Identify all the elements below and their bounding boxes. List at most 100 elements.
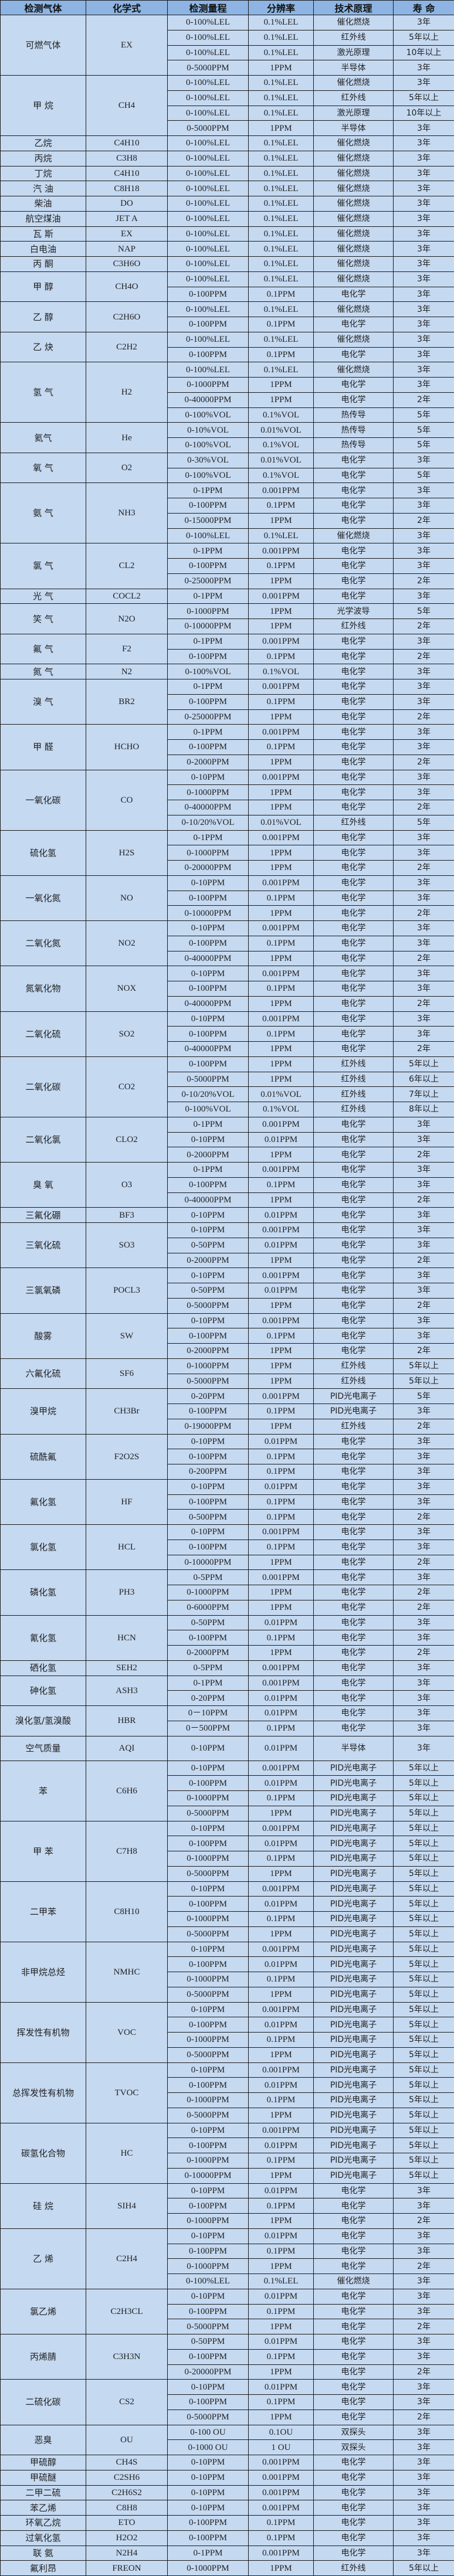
resolution-cell: 0.01%VOL — [248, 814, 314, 831]
principle-cell: 红外线 — [313, 1071, 394, 1088]
gas-name-cell: 环氧乙烷 — [0, 2515, 86, 2531]
lifetime-cell: 3年 — [393, 664, 454, 679]
lifetime-cell: 2年 — [393, 2364, 454, 2380]
table-row: 0-100%LEL 0.1%LEL 催化燃烧 3年 — [1, 2273, 454, 2289]
range-cell: 0-5000PPM — [167, 120, 249, 136]
formula-cell: C7H8 — [86, 1820, 168, 1882]
range-cell: 0-10PPM — [167, 920, 249, 936]
range-cell: 0-10PPM — [167, 1941, 249, 1958]
table-row: 0-2000PPM 1PPM 电化学 2年 — [1, 1252, 454, 1269]
resolution-cell: 0.1PPM — [248, 2515, 314, 2531]
formula-cell: OU — [86, 2424, 168, 2455]
principle-cell: 电化学 — [313, 317, 394, 332]
resolution-cell: 0.1%LEL — [248, 90, 314, 106]
table-row: 三氯氧磷 POCL3 0-10PPM 0.001PPM 电化学 3年 — [0, 1267, 454, 1314]
range-cell: 0-100PPM — [167, 2394, 249, 2410]
resolution-cell: 0.1PPM — [248, 2243, 314, 2259]
resolution-cell: 1PPM — [248, 2213, 314, 2229]
principle-cell: 电化学 — [313, 2183, 394, 2199]
lifetime-cell: 2年 — [393, 1343, 454, 1359]
formula-cell: BR2 — [86, 678, 168, 725]
table-row: 二甲二硫 C2H6S2 0-10PPM 0.001PPM 电化学 3年 — [0, 2485, 454, 2501]
gas-name-cell: 溴甲烷 — [0, 1388, 86, 1435]
resolution-cell: 0.1%LEL — [248, 2273, 314, 2289]
formula-cell: CH4S — [86, 2455, 168, 2470]
resolution-cell: 1PPM — [248, 1343, 314, 1359]
lifetime-cell: 3年 — [393, 543, 454, 559]
principle-cell: 电化学 — [313, 2228, 394, 2244]
table-row: 0-100%LEL 0.1%LEL 红外线 5年以上 — [1, 90, 454, 106]
resolution-cell: 0.1%LEL — [248, 301, 314, 317]
range-cell: 0-10PPM — [167, 2288, 249, 2305]
lifetime-cell: 3年 — [393, 2545, 454, 2561]
resolution-cell: 0.001PPM — [248, 679, 314, 695]
range-cell: 0-10PPM — [167, 1433, 249, 1450]
range-cell: 0-5000PPM — [167, 1986, 249, 2003]
table-row: 0-1000PPM 0.1PPM PID光电离子 5年以上 — [1, 1790, 454, 1806]
resolution-cell: 1PPM — [248, 754, 314, 770]
principle-cell: 电化学 — [313, 1328, 394, 1344]
table-row: 0-1000PPM 0.1PPM PID光电离子 5年以上 — [1, 2092, 454, 2108]
gas-name-cell: 乙 烯 — [0, 2228, 86, 2289]
principle-cell: 电化学 — [313, 1011, 394, 1027]
principle-cell: 红外线 — [313, 1358, 394, 1374]
table-row: 非甲烷总烃 NMHC 0-10PPM 0.001PPM PID光电离子 5年以上 — [0, 1941, 454, 2003]
table-row: 0-1000PPM 0.1PPM PID光电离子 5年以上 — [1, 1911, 454, 1927]
formula-cell: TVOC — [86, 2062, 168, 2123]
table-row: 甲 醛 HCHO 0-1PPM 0.001PPM 电化学 3年 — [0, 724, 454, 770]
table-row: 恶臭 OU 0-100 OU 0.1OU 双探头 3年 — [0, 2424, 454, 2455]
table-row: 0-10000PPM 1PPM PID光电离子 5年以上 — [1, 2167, 454, 2184]
table-row: 丙烷 C3H8 0-100%LEL 0.1%LEL 催化燃烧 3年 — [0, 150, 454, 166]
principle-cell: PID光电离子 — [313, 1986, 394, 2003]
table-row: 0-15000PPM 1PPM 电化学 2年 — [1, 512, 454, 529]
table-row: 0-1000PPM 0.1PPM PID光电离子 5年以上 — [1, 2032, 454, 2048]
table-row: 0-6000PPM 1PPM 电化学 2年 — [1, 1599, 454, 1616]
formula-cell: CO — [86, 769, 168, 831]
table-row: 光 气 COCL2 0-1PPM 0.001PPM 电化学 3年 — [0, 588, 454, 604]
resolution-cell: 1PPM — [248, 845, 314, 861]
table-row: 0-5000PPM 1PPM 电化学 2年 — [1, 2409, 454, 2425]
table-row: 瓦 斯 EX 0-100%LEL 0.1%LEL 催化燃烧 3年 — [0, 226, 454, 242]
resolution-cell: 0.01PPM — [248, 1283, 314, 1299]
resolution-cell: 0.01PPM — [248, 2183, 314, 2199]
resolution-cell: 0.1%VOL — [248, 467, 314, 484]
range-cell: 0-25000PPM — [167, 573, 249, 589]
range-cell: 0-1000PPM — [167, 377, 249, 393]
principle-cell: 电化学 — [313, 346, 394, 363]
resolution-cell: 1PPM — [248, 377, 314, 393]
gas-name-cell: 氦气 — [0, 422, 86, 453]
formula-cell: C3H6O — [86, 256, 168, 272]
lifetime-cell: 2年 — [393, 618, 454, 634]
lifetime-cell: 2年 — [393, 1585, 454, 1600]
table-row: 二甲苯 C8H10 0-10PPM 0.001PPM PID光电离子 5年以上 — [0, 1881, 454, 1942]
principle-cell: 电化学 — [313, 573, 394, 589]
table-row: 0-40000PPM 1PPM 电化学 2年 — [1, 1192, 454, 1208]
principle-cell: 双探头 — [313, 2424, 394, 2441]
table-row: 0-100PPM 0.01PPM PID光电离子 5年以上 — [1, 2077, 454, 2093]
gas-name-cell: 光 气 — [0, 588, 86, 604]
table-row: 氟利昂 FREON 0-1000PPM 1PPM 红外线 5年以上 — [0, 2560, 454, 2576]
range-cell: 0-1000PPM — [167, 845, 249, 861]
table-row: 联 氨 N2H4 0-1PPM 0.001PPM 电化学 3年 — [0, 2545, 454, 2561]
gas-name-cell: 砷化氢 — [0, 1675, 86, 1706]
resolution-cell: 1PPM — [248, 120, 314, 136]
lifetime-cell: 10年以上 — [393, 45, 454, 61]
lifetime-cell: 2年 — [393, 860, 454, 876]
resolution-cell: 0.1PPM — [248, 1539, 314, 1555]
resolution-cell: 0.01PPM — [248, 2379, 314, 2395]
resolution-cell: 0.001PPM — [248, 1162, 314, 1178]
lifetime-cell: 3年 — [393, 558, 454, 574]
principle-cell: 电化学 — [313, 1509, 394, 1525]
lifetime-cell: 3年 — [393, 769, 454, 786]
principle-cell: 催化燃烧 — [313, 210, 394, 227]
lifetime-cell: 3年 — [393, 271, 454, 287]
principle-cell: 电化学 — [313, 1569, 394, 1585]
lifetime-cell: 3年 — [393, 845, 454, 861]
resolution-cell: 0.1PPM — [248, 1449, 314, 1464]
table-row: 0-100PPM 0.1PPM 电化学 3年 — [1, 2394, 454, 2410]
range-cell: 0-1000PPM — [167, 2213, 249, 2229]
resolution-cell: 0.001PPM — [248, 1313, 314, 1329]
lifetime-cell: 2年 — [393, 2319, 454, 2334]
resolution-cell: 0.01PPM — [248, 1735, 314, 1761]
range-cell: 0-100%LEL — [167, 301, 249, 317]
